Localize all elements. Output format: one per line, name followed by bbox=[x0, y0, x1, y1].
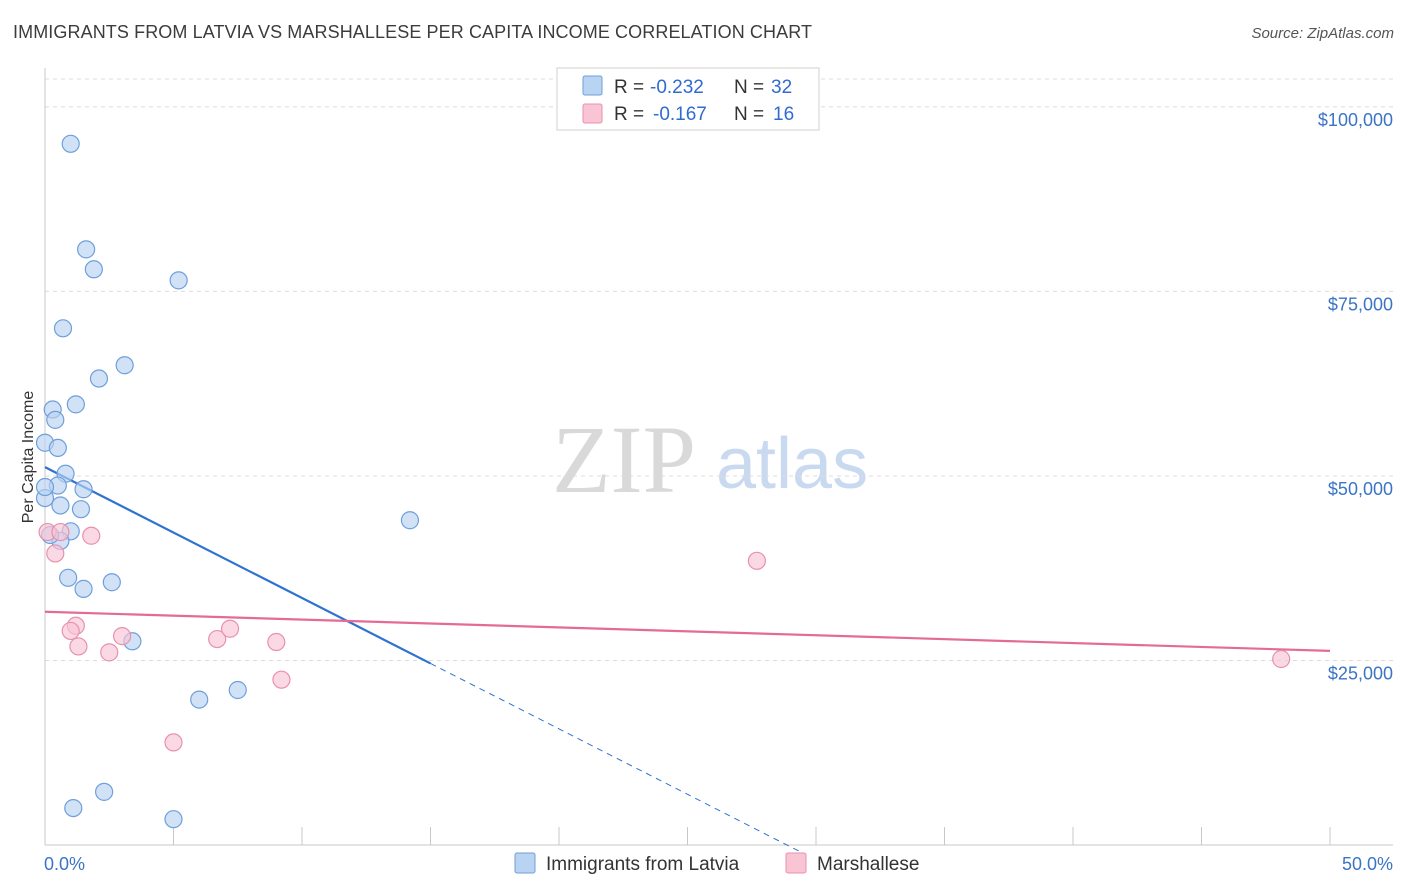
series-immigrants-from-latvia bbox=[35, 134, 420, 829]
latvia-point-6 bbox=[89, 369, 109, 388]
latvia-point-25 bbox=[190, 690, 209, 709]
marshallese-trend-line bbox=[44, 610, 1331, 652]
legend-r-label-2: R = bbox=[614, 104, 644, 125]
watermark-atlas: atlas bbox=[716, 424, 868, 504]
series-legend-label-marshallese: Marshallese bbox=[817, 854, 919, 875]
y-tick-label-3: $100,000 bbox=[1318, 110, 1393, 130]
legend-n-label-2: N = bbox=[734, 104, 764, 125]
y-tick-label-2: $75,000 bbox=[1328, 294, 1393, 314]
latvia-point-17 bbox=[71, 500, 91, 519]
legend-r-value-1: -0.232 bbox=[650, 77, 704, 98]
latvia-point-22 bbox=[74, 579, 93, 598]
latvia-point-20 bbox=[400, 511, 420, 530]
trend-lines bbox=[44, 466, 1331, 854]
marshallese-point-5 bbox=[61, 621, 80, 641]
series-legend-swatch-latvia bbox=[514, 852, 536, 874]
y-tick-label-1: $50,000 bbox=[1328, 479, 1393, 499]
legend-n-value-2: 16 bbox=[773, 104, 794, 125]
marshallese-point-14 bbox=[747, 551, 766, 570]
latvia-point-0 bbox=[61, 134, 80, 153]
watermark-zip: ZIP bbox=[552, 406, 696, 513]
latvia-point-2 bbox=[84, 260, 103, 279]
marshallese-point-6 bbox=[69, 637, 88, 656]
marshallese-point-13 bbox=[164, 733, 183, 752]
series-legend: Immigrants from Latvia Marshallese bbox=[514, 852, 919, 875]
marshallese-point-12 bbox=[272, 670, 291, 689]
series-marshallese bbox=[38, 522, 1291, 752]
marshallese-point-11 bbox=[267, 632, 286, 652]
latvia-point-11 bbox=[48, 438, 67, 458]
y-tick-label-0: $25,000 bbox=[1328, 663, 1393, 683]
x-tick-label-1: 50.0% bbox=[1342, 854, 1393, 874]
latvia-point-14 bbox=[74, 480, 93, 499]
marshallese-point-9 bbox=[208, 629, 227, 649]
chart-title: IMMIGRANTS FROM LATVIA VS MARSHALLESE PE… bbox=[13, 22, 813, 42]
marshallese-point-1 bbox=[51, 522, 70, 542]
latvia-point-16 bbox=[51, 496, 70, 515]
gridlines bbox=[45, 78, 1393, 661]
latvia-point-7 bbox=[66, 395, 85, 414]
x-tick-label-0: 0.0% bbox=[44, 854, 85, 874]
y-axis-label: Per Capita Income bbox=[20, 391, 37, 524]
latvia-point-21 bbox=[59, 568, 78, 587]
legend-r-value-2: -0.167 bbox=[653, 104, 707, 125]
marshallese-point-7 bbox=[112, 627, 132, 646]
latvia-point-29 bbox=[164, 810, 183, 829]
latvia-trend-extension bbox=[430, 662, 804, 854]
latvia-trend-line bbox=[44, 466, 431, 665]
marshallese-point-15 bbox=[1272, 649, 1291, 669]
latvia-point-9 bbox=[46, 410, 65, 429]
y-tick-labels: $25,000 $50,000 $75,000 $100,000 bbox=[1318, 110, 1393, 684]
x-tick-labels: 0.0% 50.0% bbox=[44, 854, 1393, 874]
marshallese-point-8 bbox=[100, 643, 119, 662]
latvia-point-1 bbox=[77, 240, 96, 259]
latvia-point-27 bbox=[64, 798, 83, 818]
latvia-point-31 bbox=[35, 477, 55, 497]
legend-n-value-1: 32 bbox=[771, 77, 792, 98]
marshallese-point-2 bbox=[46, 544, 65, 563]
source-label: Source: ZipAtlas.com bbox=[1251, 25, 1394, 42]
series-legend-label-latvia: Immigrants from Latvia bbox=[546, 854, 740, 875]
latvia-point-4 bbox=[53, 319, 73, 338]
legend-r-label-1: R = bbox=[614, 77, 644, 98]
series-legend-swatch-marshallese bbox=[785, 852, 807, 874]
correlation-legend: R = -0.232 N = 32 R = -0.167 N = 16 bbox=[556, 67, 820, 131]
legend-swatch-blue bbox=[582, 75, 603, 96]
legend-n-label-1: N = bbox=[734, 77, 764, 98]
legend-swatch-pink bbox=[582, 103, 603, 124]
latvia-point-23 bbox=[102, 573, 121, 592]
latvia-point-26 bbox=[228, 680, 247, 700]
marshallese-point-10 bbox=[220, 619, 240, 638]
latvia-point-5 bbox=[115, 356, 134, 375]
latvia-point-28 bbox=[95, 782, 114, 801]
marshallese-point-3 bbox=[82, 526, 101, 545]
latvia-point-3 bbox=[169, 271, 188, 290]
axes bbox=[44, 68, 1393, 846]
